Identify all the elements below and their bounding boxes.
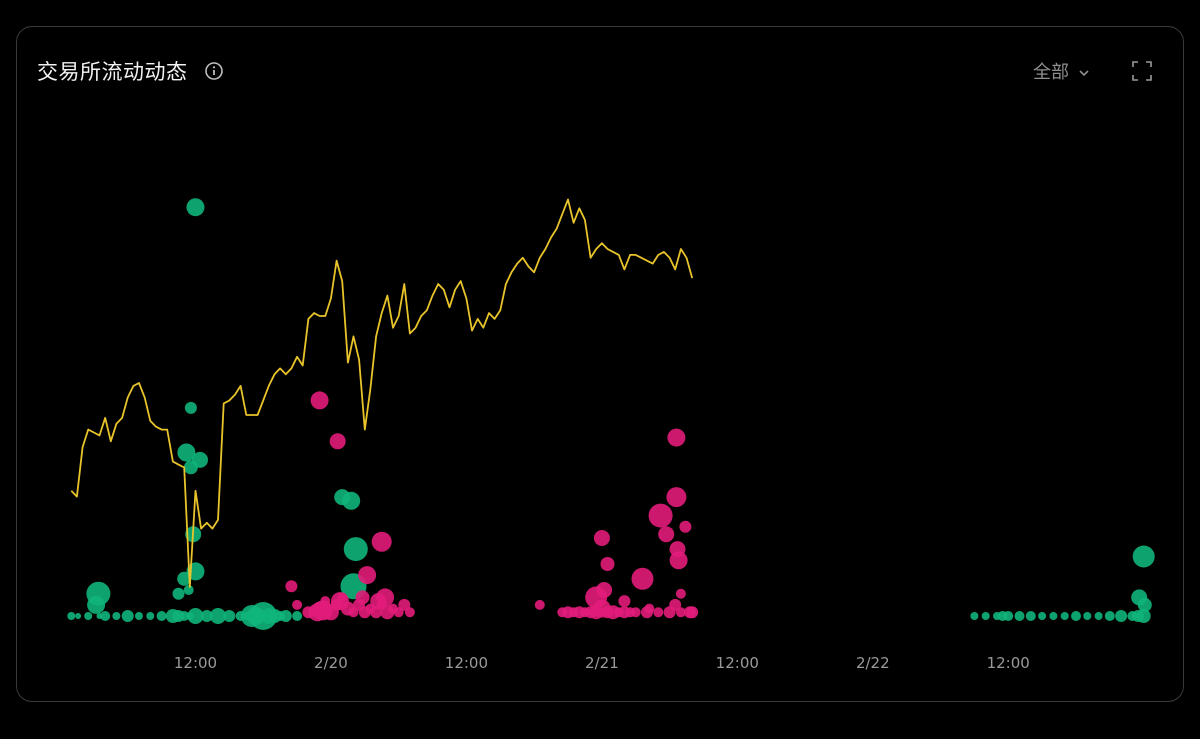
outflow-bubble (398, 598, 411, 611)
outflow-bubble (371, 531, 392, 552)
outflow-bubble (600, 557, 615, 571)
inflow-bubble (84, 612, 93, 620)
outflow-bubble (313, 600, 333, 621)
outflow-bubble (329, 433, 346, 450)
inflow-bubble (1137, 597, 1152, 612)
inflow-bubble (200, 610, 213, 622)
outflow-bubble (669, 541, 686, 558)
price-line (70, 198, 694, 588)
inflow-bubble (75, 613, 82, 619)
inflow-bubble (970, 612, 979, 620)
outflow-bubble (679, 520, 692, 533)
inflow-bubble (1115, 610, 1128, 622)
outflow-bubble (355, 590, 370, 605)
inflow-bubble (1025, 611, 1036, 621)
outflow-bubble (653, 607, 664, 618)
inflow-bubble (135, 612, 143, 620)
inflow-bubble (186, 198, 205, 217)
outflow-bubble (648, 503, 673, 528)
inflow-bubble (184, 401, 197, 414)
filter-dropdown[interactable]: 全部 (1033, 58, 1091, 84)
chart-controls: 全部 (1033, 57, 1153, 85)
inflow-bubble (981, 612, 990, 620)
x-tick-label: 2/21 (585, 654, 619, 672)
outflow-bubble (618, 595, 631, 608)
outflow-bubble (667, 428, 686, 447)
outflow-bubble (596, 582, 613, 598)
inflow-bubble (156, 611, 167, 621)
inflow-bubble (112, 612, 121, 620)
outflow-bubble (285, 580, 298, 593)
inflow-bubble (997, 611, 1008, 621)
inflow-bubble (100, 611, 111, 621)
inflow-bubble (121, 610, 134, 622)
outflow-bubble (404, 607, 415, 618)
inflow-bubble (192, 451, 208, 468)
inflow-bubble (187, 608, 204, 624)
inflow-bubble (87, 595, 106, 614)
inflow-bubble (146, 612, 155, 620)
outflow-bubble (331, 592, 349, 611)
inflow-bubble (1136, 609, 1151, 623)
inflow-bubble (1049, 612, 1058, 620)
x-tick-label: 12:00 (987, 654, 1030, 672)
x-tick-label: 12:00 (716, 654, 759, 672)
x-tick-label: 12:00 (445, 654, 488, 672)
x-tick-label: 2/22 (856, 654, 890, 672)
outflow-bubble (630, 607, 641, 618)
inflow-bubble (1083, 612, 1092, 620)
outflow-bubble (644, 603, 655, 614)
inflow-bubble (1060, 612, 1069, 620)
outflow-bubble (370, 606, 383, 619)
outflow-bubble (358, 566, 377, 585)
inflow-bubble (183, 585, 194, 595)
chart-title: 交易所流动动态 (37, 60, 188, 84)
inflow-bubble (279, 610, 292, 622)
inflow-bubble (1104, 611, 1115, 621)
fullscreen-icon[interactable] (1131, 60, 1153, 82)
inflow-bubble (1071, 611, 1081, 621)
outflow-bubble (675, 588, 686, 599)
card-header: 交易所流动动态 (37, 55, 224, 87)
inflow-bubble (210, 608, 226, 624)
x-tick-label: 2/20 (314, 654, 348, 672)
outflow-bubble (310, 391, 329, 410)
outflow-bubble (669, 598, 682, 611)
outflow-bubble (658, 526, 675, 543)
outflow-bubble (631, 567, 654, 590)
x-tick-label: 12:00 (174, 654, 217, 672)
inflow-bubble (177, 443, 196, 462)
filter-label: 全部 (1033, 62, 1069, 83)
info-icon[interactable] (204, 61, 224, 81)
outflow-bubble (376, 588, 395, 607)
inflow-bubble (292, 611, 303, 621)
outflow-bubble (593, 530, 610, 546)
chevron-down-icon (1077, 64, 1091, 78)
inflow-bubble (223, 610, 236, 622)
inflow-bubble (343, 537, 368, 562)
inflow-bubble (1038, 612, 1047, 620)
inflow-bubble (1094, 612, 1103, 620)
inflow-bubble (1132, 545, 1155, 568)
inflow-bubble (342, 491, 361, 510)
outflow-bubble (683, 606, 696, 619)
inflow-bubble (67, 612, 76, 620)
outflow-bubble (666, 487, 687, 508)
outflow-bubble (534, 599, 545, 610)
inflow-bubble (1014, 611, 1025, 621)
outflow-bubble (292, 599, 303, 610)
inflow-bubble (172, 587, 185, 600)
